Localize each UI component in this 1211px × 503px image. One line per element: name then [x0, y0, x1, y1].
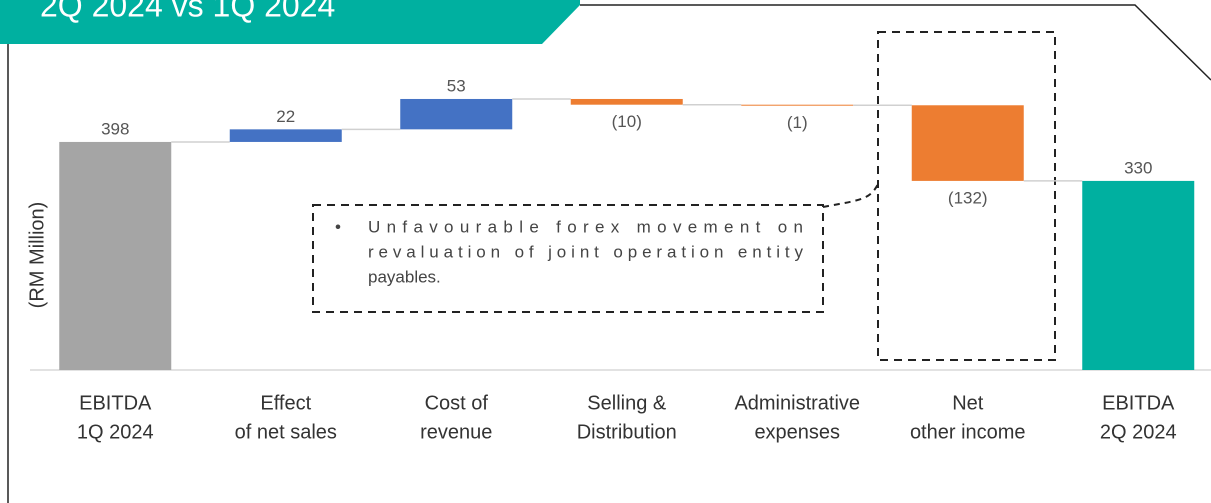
bar — [1082, 180, 1195, 370]
value-label: (10) — [612, 112, 642, 131]
x-tick-label: EBITDA — [1102, 392, 1175, 414]
annotation-text: revaluation of joint operation entity — [368, 242, 803, 261]
annotation-connector — [822, 183, 879, 208]
x-tick-label: EBITDA — [79, 392, 152, 414]
x-tick-label: Administrative — [734, 392, 860, 414]
x-tick-label: Net — [952, 392, 984, 414]
x-tick-label: 2Q 2024 — [1100, 421, 1177, 443]
highlight-box — [877, 31, 1056, 361]
bar — [570, 98, 683, 105]
bar — [229, 129, 342, 142]
x-tick-label: Selling & — [587, 392, 667, 414]
annotation-bullet: • — [335, 217, 341, 236]
x-tick-label: 1Q 2024 — [77, 421, 154, 443]
value-label: 53 — [447, 76, 466, 95]
x-tick-label: other income — [910, 421, 1026, 443]
annotation-text: Unfavourable forex movement on — [368, 217, 803, 236]
x-tick-label: Effect — [260, 392, 311, 414]
y-axis-label: (RM Million) — [26, 202, 48, 309]
x-tick-label: revenue — [420, 421, 492, 443]
frame-line — [580, 4, 1211, 81]
x-tick-label: of net sales — [235, 421, 337, 443]
value-label: (132) — [948, 188, 988, 207]
value-label: 22 — [276, 107, 295, 126]
annotation-text: payables. — [368, 267, 441, 286]
x-tick-label: Cost of — [425, 392, 489, 414]
bar — [59, 141, 172, 370]
bar — [400, 98, 513, 130]
annotation: • Unfavourable forex movement on revaluati… — [335, 217, 803, 286]
bar — [911, 105, 1024, 181]
title-band — [0, 0, 580, 44]
x-tick-label: expenses — [754, 421, 840, 443]
bar — [741, 104, 854, 106]
value-label: 330 — [1124, 158, 1152, 177]
value-label: 398 — [101, 119, 129, 138]
x-tick-label: Distribution — [577, 421, 677, 443]
annotation-box — [312, 204, 824, 313]
chart-title: 2Q 2024 vs 1Q 2024 — [40, 0, 335, 23]
value-label: (1) — [787, 113, 808, 132]
